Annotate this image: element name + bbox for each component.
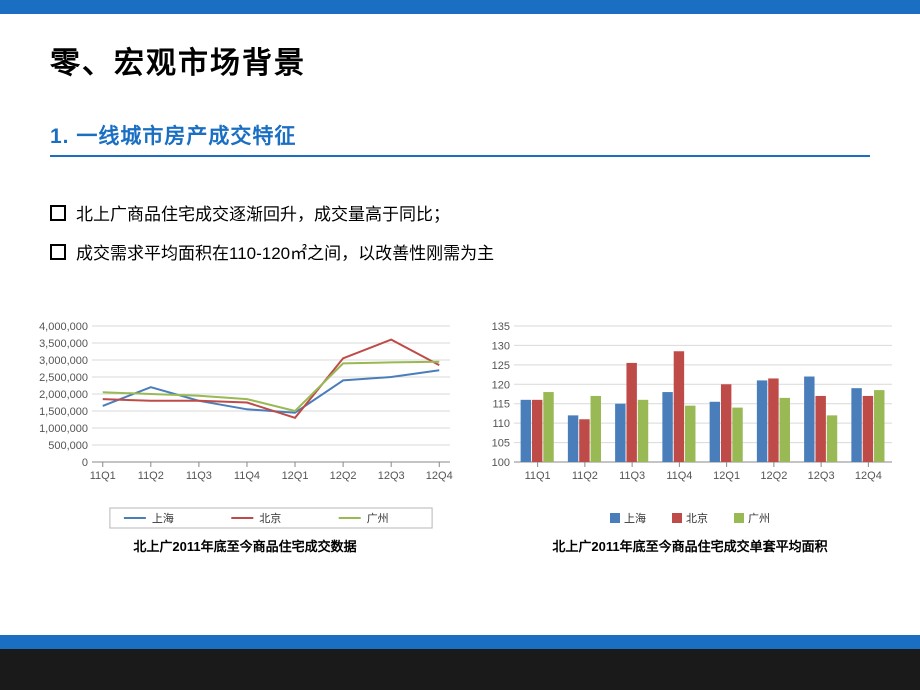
svg-text:12Q4: 12Q4: [855, 470, 882, 482]
svg-text:11Q3: 11Q3: [186, 470, 212, 482]
bullet-list: 北上广商品住宅成交逐渐回升，成交量高于同比； 成交需求平均面积在110-120㎡…: [50, 195, 494, 273]
svg-text:3,500,000: 3,500,000: [39, 338, 88, 350]
svg-text:2,000,000: 2,000,000: [39, 389, 88, 401]
bullet-item: 北上广商品住宅成交逐渐回升，成交量高于同比；: [50, 195, 494, 234]
svg-text:北京: 北京: [259, 511, 281, 525]
svg-text:11Q1: 11Q1: [525, 470, 551, 482]
svg-text:2,500,000: 2,500,000: [39, 372, 88, 384]
svg-text:100: 100: [492, 457, 510, 469]
svg-text:12Q2: 12Q2: [330, 470, 357, 482]
bullet-item: 成交需求平均面积在110-120㎡之间，以改善性刚需为主: [50, 234, 494, 273]
bottom-accent-bar: [0, 635, 920, 649]
bar-chart-svg: 100 105 110 115 120 125 130 135 11Q1 11Q2 11Q3 11Q4…: [480, 320, 900, 530]
bullet-icon: [50, 244, 66, 260]
svg-text:130: 130: [492, 340, 510, 352]
svg-text:12Q3: 12Q3: [378, 470, 405, 482]
line-chart-region: 0 500,000 1,000,000 1,500,000 2,000,000 2,500…: [30, 320, 460, 580]
svg-text:12Q3: 12Q3: [808, 470, 835, 482]
svg-text:上海: 上海: [152, 511, 174, 525]
bullet-text: 北上广商品住宅成交逐渐回升，成交量高于同比；: [76, 205, 450, 224]
svg-text:广州: 广州: [748, 512, 770, 525]
svg-text:12Q1: 12Q1: [713, 470, 740, 482]
page-title: 零、宏观市场背景: [50, 38, 306, 82]
svg-text:110: 110: [492, 418, 510, 430]
svg-text:120: 120: [492, 379, 510, 391]
svg-text:11Q4: 11Q4: [234, 470, 260, 482]
svg-text:12Q1: 12Q1: [282, 470, 309, 482]
svg-text:1,500,000: 1,500,000: [39, 406, 88, 418]
line-chart-svg: 0 500,000 1,000,000 1,500,000 2,000,000 2,500…: [30, 320, 460, 530]
bullet-icon: [50, 205, 66, 221]
svg-text:3,000,000: 3,000,000: [39, 355, 88, 367]
svg-text:11Q3: 11Q3: [619, 470, 645, 482]
svg-text:11Q1: 11Q1: [90, 470, 116, 482]
bullet-text: 成交需求平均面积在110-120㎡之间，以改善性刚需为主: [76, 244, 494, 263]
svg-text:12Q4: 12Q4: [426, 470, 453, 482]
svg-text:125: 125: [492, 360, 510, 372]
svg-text:4,000,000: 4,000,000: [39, 321, 88, 333]
footer-bar: [0, 649, 920, 690]
svg-text:0: 0: [82, 457, 88, 469]
svg-text:上海: 上海: [624, 511, 646, 525]
svg-text:11Q4: 11Q4: [666, 470, 692, 482]
svg-text:135: 135: [492, 321, 510, 333]
top-accent-bar: [0, 0, 920, 14]
svg-text:115: 115: [492, 399, 510, 411]
svg-text:500,000: 500,000: [48, 440, 88, 452]
bar-chart-region: 100 105 110 115 120 125 130 135 11Q1 11Q2 11Q3 11Q4…: [480, 320, 900, 580]
svg-text:广州: 广州: [367, 512, 389, 525]
svg-text:11Q2: 11Q2: [572, 470, 598, 482]
svg-text:11Q2: 11Q2: [138, 470, 164, 482]
svg-text:12Q2: 12Q2: [760, 470, 787, 482]
line-chart-caption: 北上广2011年底至今商品住宅成交数据: [30, 536, 460, 555]
bar-chart-caption: 北上广2011年底至今商品住宅成交单套平均面积: [480, 536, 900, 555]
svg-text:105: 105: [492, 438, 510, 450]
section-title: 1. 一线城市房产成交特征: [50, 120, 296, 150]
svg-text:北京: 北京: [686, 511, 708, 525]
svg-text:1,000,000: 1,000,000: [39, 423, 88, 435]
section-rule: [50, 155, 870, 157]
